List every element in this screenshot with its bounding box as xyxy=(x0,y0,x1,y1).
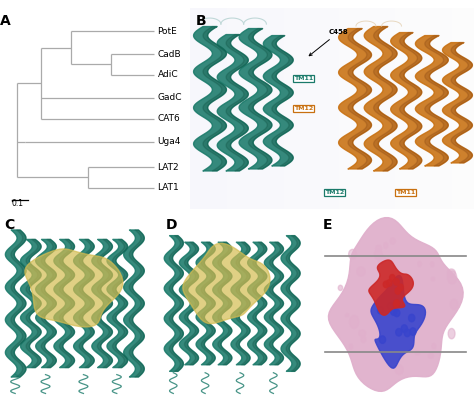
Ellipse shape xyxy=(349,249,356,259)
Ellipse shape xyxy=(409,314,415,322)
Text: 0.1: 0.1 xyxy=(11,199,24,208)
Ellipse shape xyxy=(416,351,420,355)
Ellipse shape xyxy=(404,329,410,337)
Ellipse shape xyxy=(450,299,458,310)
Text: C: C xyxy=(5,218,15,232)
Ellipse shape xyxy=(386,279,392,286)
Ellipse shape xyxy=(346,314,349,317)
Ellipse shape xyxy=(379,336,386,343)
Text: LAT2: LAT2 xyxy=(157,162,179,172)
Text: Uga4: Uga4 xyxy=(157,137,181,146)
Ellipse shape xyxy=(448,328,455,339)
Ellipse shape xyxy=(394,279,399,285)
Ellipse shape xyxy=(378,255,385,264)
Ellipse shape xyxy=(395,288,401,294)
Text: PotE: PotE xyxy=(157,26,177,36)
Text: TM11: TM11 xyxy=(396,190,415,195)
Ellipse shape xyxy=(418,261,421,267)
Text: CAT6: CAT6 xyxy=(157,114,180,123)
Ellipse shape xyxy=(383,281,389,288)
Ellipse shape xyxy=(390,275,395,281)
Ellipse shape xyxy=(393,309,400,317)
Ellipse shape xyxy=(349,344,353,349)
Polygon shape xyxy=(183,243,270,324)
Text: D: D xyxy=(166,218,177,232)
Ellipse shape xyxy=(447,271,456,284)
Ellipse shape xyxy=(357,267,365,276)
Ellipse shape xyxy=(396,328,402,336)
Ellipse shape xyxy=(387,302,393,310)
Text: TM11: TM11 xyxy=(294,76,313,81)
Ellipse shape xyxy=(376,245,382,251)
Ellipse shape xyxy=(399,353,404,358)
Text: CadB: CadB xyxy=(157,50,181,59)
Polygon shape xyxy=(369,260,413,315)
Ellipse shape xyxy=(350,316,359,328)
Ellipse shape xyxy=(394,300,400,306)
Ellipse shape xyxy=(390,238,395,244)
Polygon shape xyxy=(328,218,463,391)
Ellipse shape xyxy=(391,308,397,315)
Ellipse shape xyxy=(393,301,399,308)
Text: A: A xyxy=(0,14,11,28)
Text: AdiC: AdiC xyxy=(157,70,178,79)
Ellipse shape xyxy=(395,365,403,375)
Ellipse shape xyxy=(359,330,365,337)
Ellipse shape xyxy=(431,277,435,281)
Text: B: B xyxy=(195,14,206,28)
Ellipse shape xyxy=(447,269,456,277)
Ellipse shape xyxy=(428,354,433,358)
Text: C458: C458 xyxy=(309,29,349,56)
Text: GadC: GadC xyxy=(157,93,182,102)
Ellipse shape xyxy=(384,243,388,248)
Ellipse shape xyxy=(398,284,403,291)
Ellipse shape xyxy=(432,344,436,349)
Ellipse shape xyxy=(431,262,434,267)
Ellipse shape xyxy=(377,306,383,314)
Ellipse shape xyxy=(401,325,408,332)
Ellipse shape xyxy=(361,337,366,342)
Polygon shape xyxy=(371,275,426,368)
Text: TM12: TM12 xyxy=(294,106,313,111)
Ellipse shape xyxy=(410,328,416,335)
Ellipse shape xyxy=(338,285,343,291)
Ellipse shape xyxy=(374,249,382,259)
Text: E: E xyxy=(322,218,332,232)
Polygon shape xyxy=(25,249,123,327)
Text: TM12: TM12 xyxy=(325,190,344,195)
Text: LAT1: LAT1 xyxy=(157,183,179,192)
